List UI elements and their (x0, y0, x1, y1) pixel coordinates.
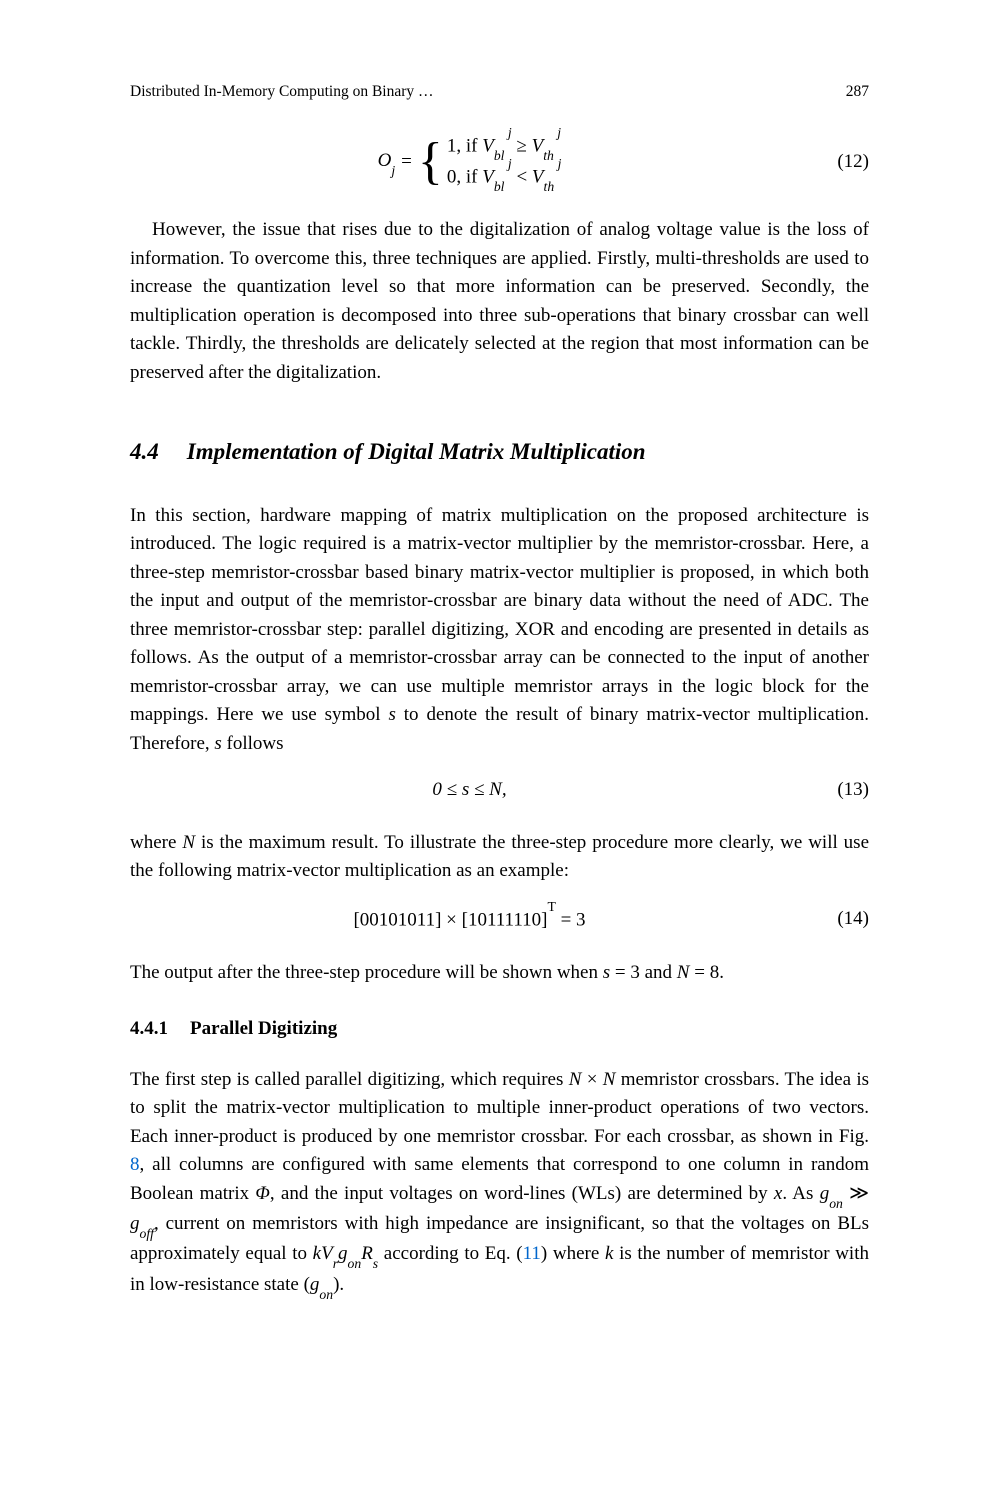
figure-ref-8[interactable]: 8 (130, 1154, 140, 1175)
equation-ref-11[interactable]: 11 (523, 1243, 541, 1264)
page-number: 287 (846, 80, 869, 103)
paragraph-4: The output after the three-step procedur… (130, 959, 869, 988)
equation-14-content: [00101011] × [10111110]T = 3 (130, 904, 809, 935)
equation-12-content: Oj = { 1, if Vbl j ≥ Vth j 0, if Vbl j <… (130, 131, 809, 192)
paragraph-2: In this section, hardware mapping of mat… (130, 502, 869, 759)
paragraph-1: However, the issue that rises due to the… (130, 216, 869, 387)
equation-12-number: (12) (809, 148, 869, 177)
equation-13: 0 ≤ s ≤ N, (13) (130, 776, 869, 805)
subsection-number: 4.4.1 (130, 1015, 168, 1044)
paragraph-3: where N is the maximum result. To illust… (130, 829, 869, 886)
subsection-title: Parallel Digitizing (190, 1015, 337, 1044)
subsection-heading-4-4-1: 4.4.1 Parallel Digitizing (130, 1015, 869, 1044)
equation-13-number: (13) (809, 776, 869, 805)
section-heading-4-4: 4.4 Implementation of Digital Matrix Mul… (130, 435, 869, 470)
equation-12: Oj = { 1, if Vbl j ≥ Vth j 0, if Vbl j <… (130, 131, 869, 192)
equation-13-content: 0 ≤ s ≤ N, (130, 776, 809, 805)
running-title: Distributed In-Memory Computing on Binar… (130, 80, 434, 103)
equation-14-number: (14) (809, 905, 869, 934)
page-header: Distributed In-Memory Computing on Binar… (130, 80, 869, 103)
section-number: 4.4 (130, 435, 159, 470)
section-title: Implementation of Digital Matrix Multipl… (187, 435, 646, 470)
paragraph-5: The first step is called parallel digiti… (130, 1066, 869, 1301)
equation-14: [00101011] × [10111110]T = 3 (14) (130, 904, 869, 935)
